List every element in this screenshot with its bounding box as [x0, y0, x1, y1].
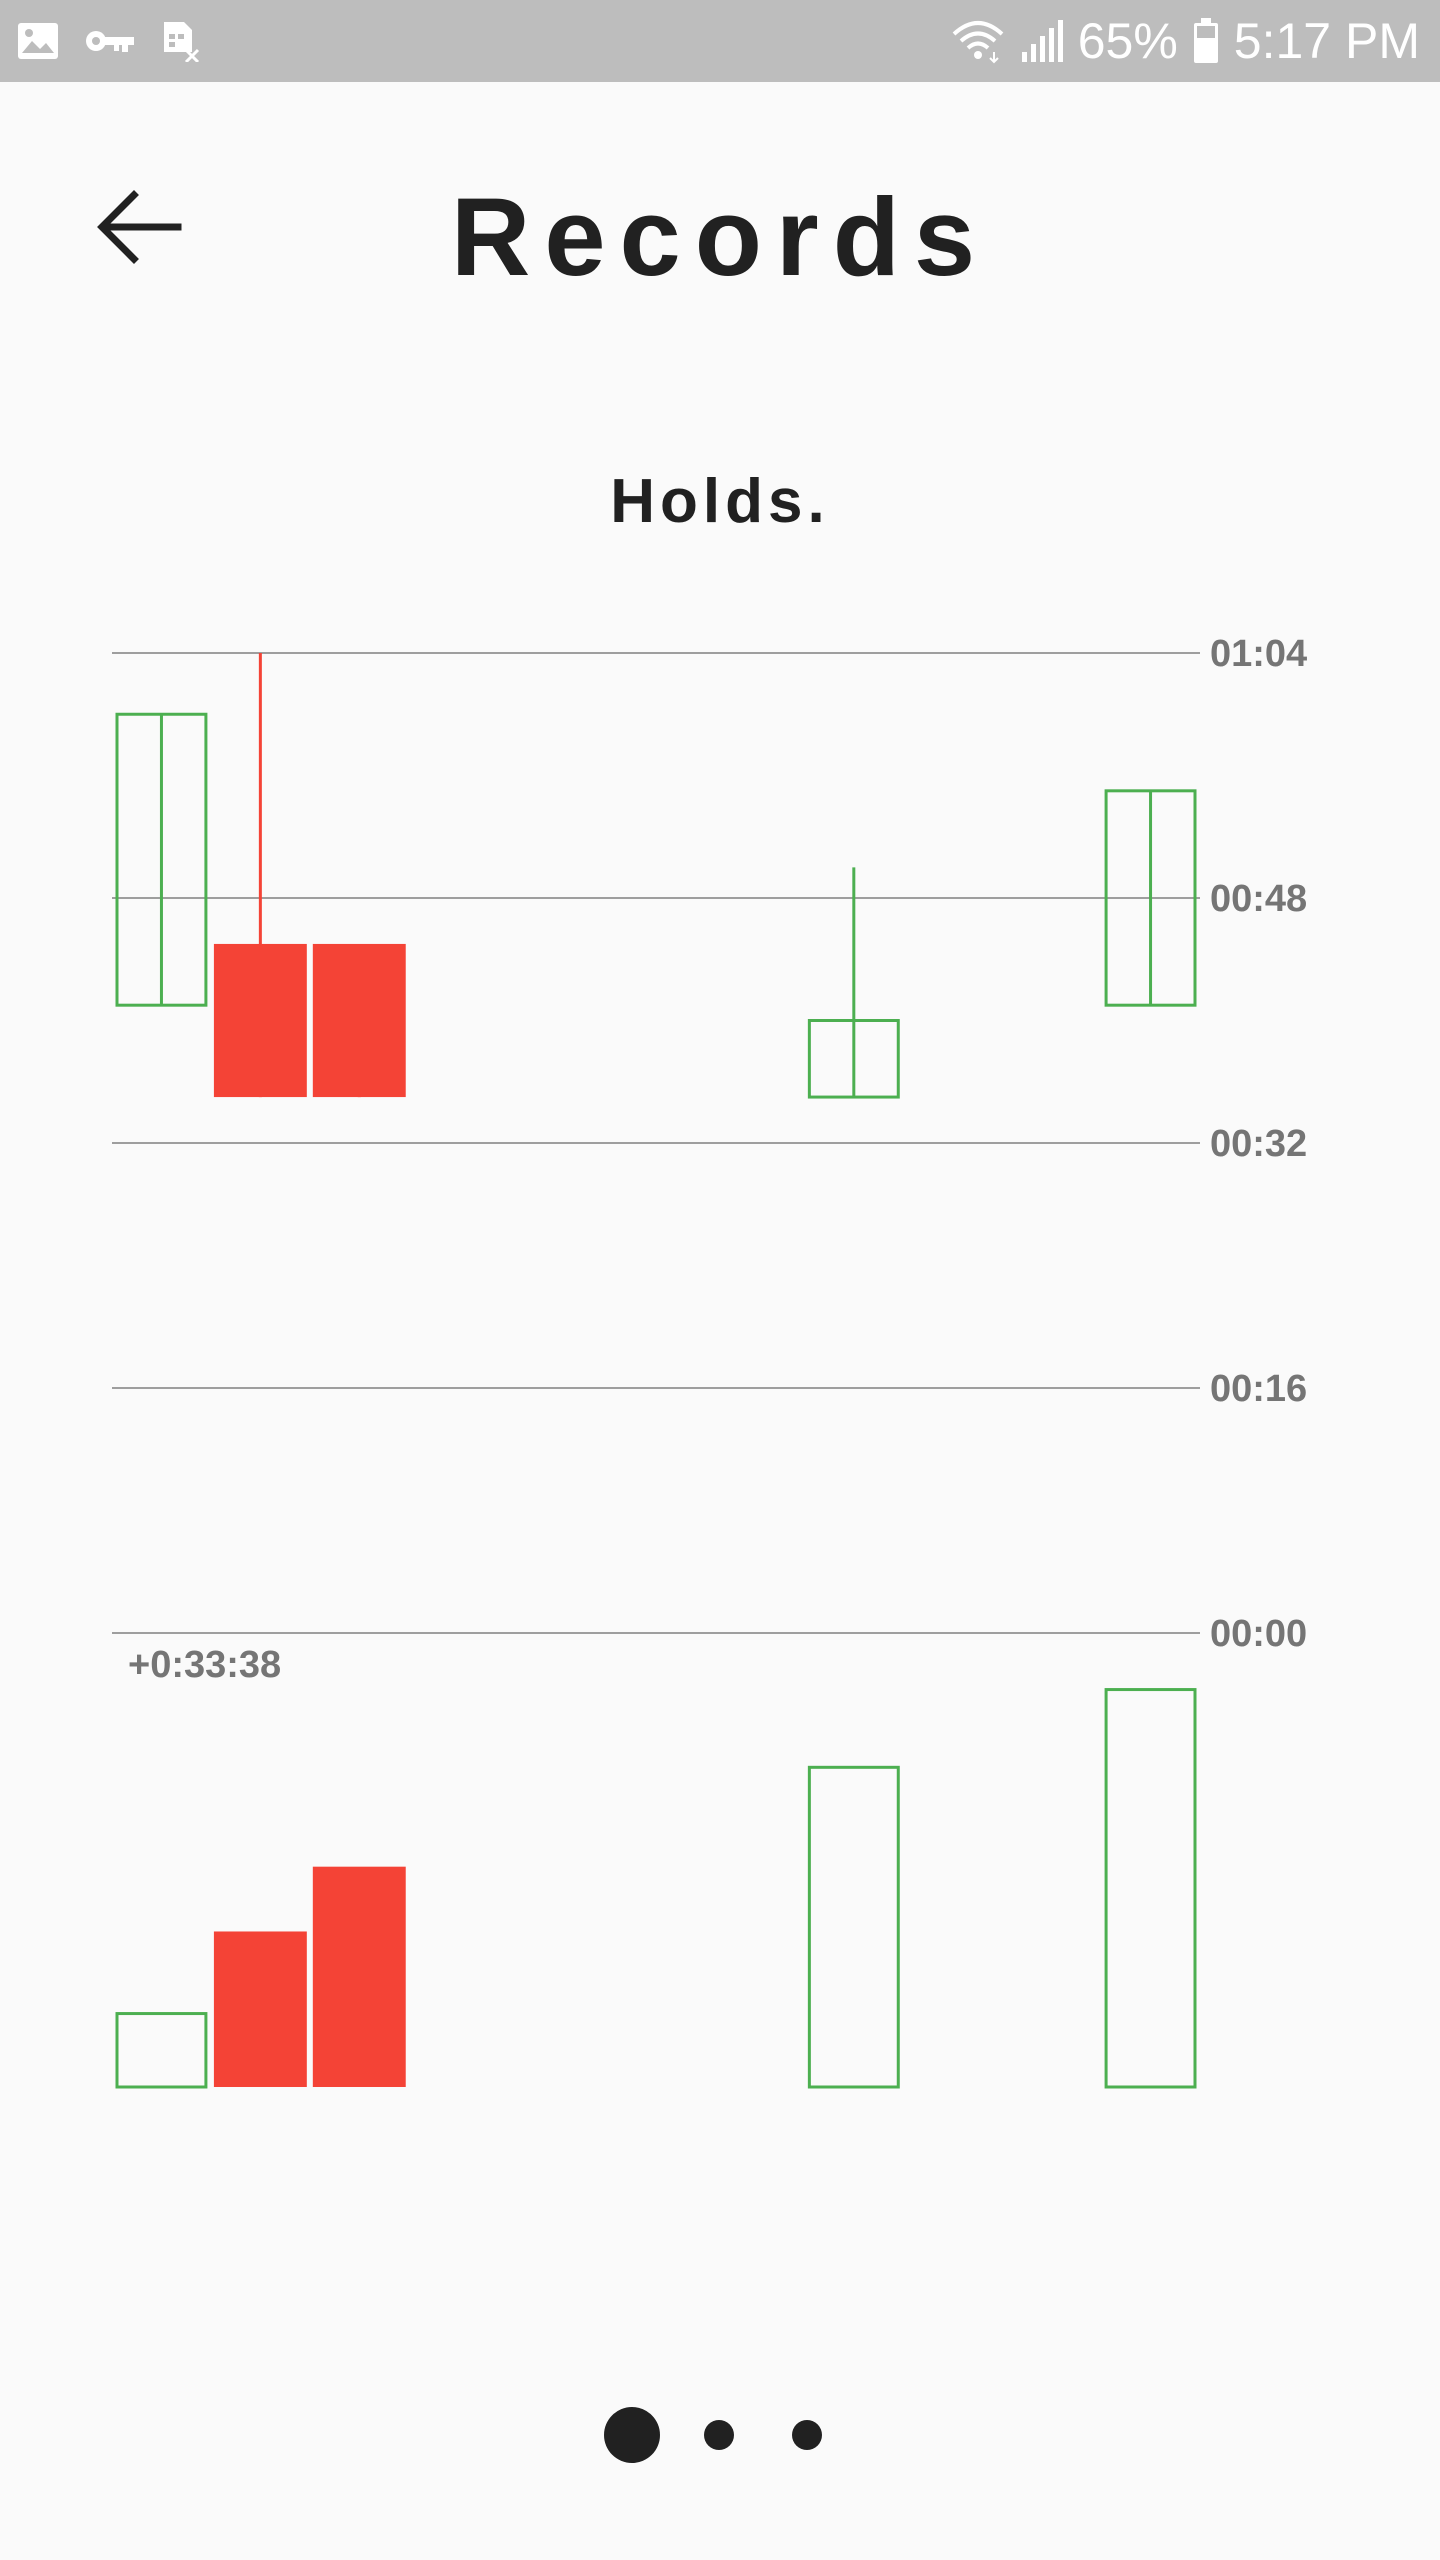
back-button[interactable] [90, 177, 190, 277]
volume-bar [1104, 1688, 1197, 2089]
candle-body [115, 712, 208, 1007]
status-time: 5:17 PM [1233, 13, 1420, 69]
battery-icon [1192, 17, 1220, 65]
status-left-icons [16, 18, 200, 64]
volume-bar [213, 1931, 307, 2087]
candle-body [213, 943, 307, 1098]
candle-body [807, 1019, 900, 1099]
volume-bar [807, 1765, 900, 2089]
page-dot-3[interactable] [792, 2420, 822, 2450]
volume-bar [312, 1866, 406, 2087]
candle-body [312, 943, 406, 1098]
y-tick-label: 00:00 [1210, 1613, 1307, 1655]
volume-bar [115, 2012, 208, 2089]
y-tick-label: 00:32 [1210, 1123, 1307, 1165]
holds-chart: 01:04 00:48 00:32 00:16 00:00 +0:33:38 [112, 633, 1307, 2089]
wifi-icon [950, 18, 1006, 64]
image-icon [16, 21, 60, 61]
key-icon [84, 26, 136, 56]
page-indicator [0, 2400, 1440, 2470]
chart-title: Holds. [610, 467, 830, 536]
status-bar: 65% 5:17 PM [0, 0, 1440, 82]
status-right: 65% 5:17 PM [950, 0, 1420, 82]
arrow-back-icon [97, 190, 182, 264]
y-tick-label: 00:16 [1210, 1368, 1307, 1410]
candle-body [1104, 789, 1197, 1007]
sim-card-icon [160, 20, 200, 62]
page-title: Records [450, 176, 990, 299]
page-dot-1[interactable] [604, 2407, 660, 2463]
y-tick-label: 00:48 [1210, 878, 1307, 920]
volume-label: +0:33:38 [128, 1644, 281, 1686]
y-tick-label: 01:04 [1210, 633, 1307, 675]
page-dot-2[interactable] [704, 2420, 734, 2450]
battery-percent: 65% [1077, 13, 1178, 69]
app-bar: Records [0, 82, 1440, 382]
signal-icon [1020, 18, 1064, 64]
